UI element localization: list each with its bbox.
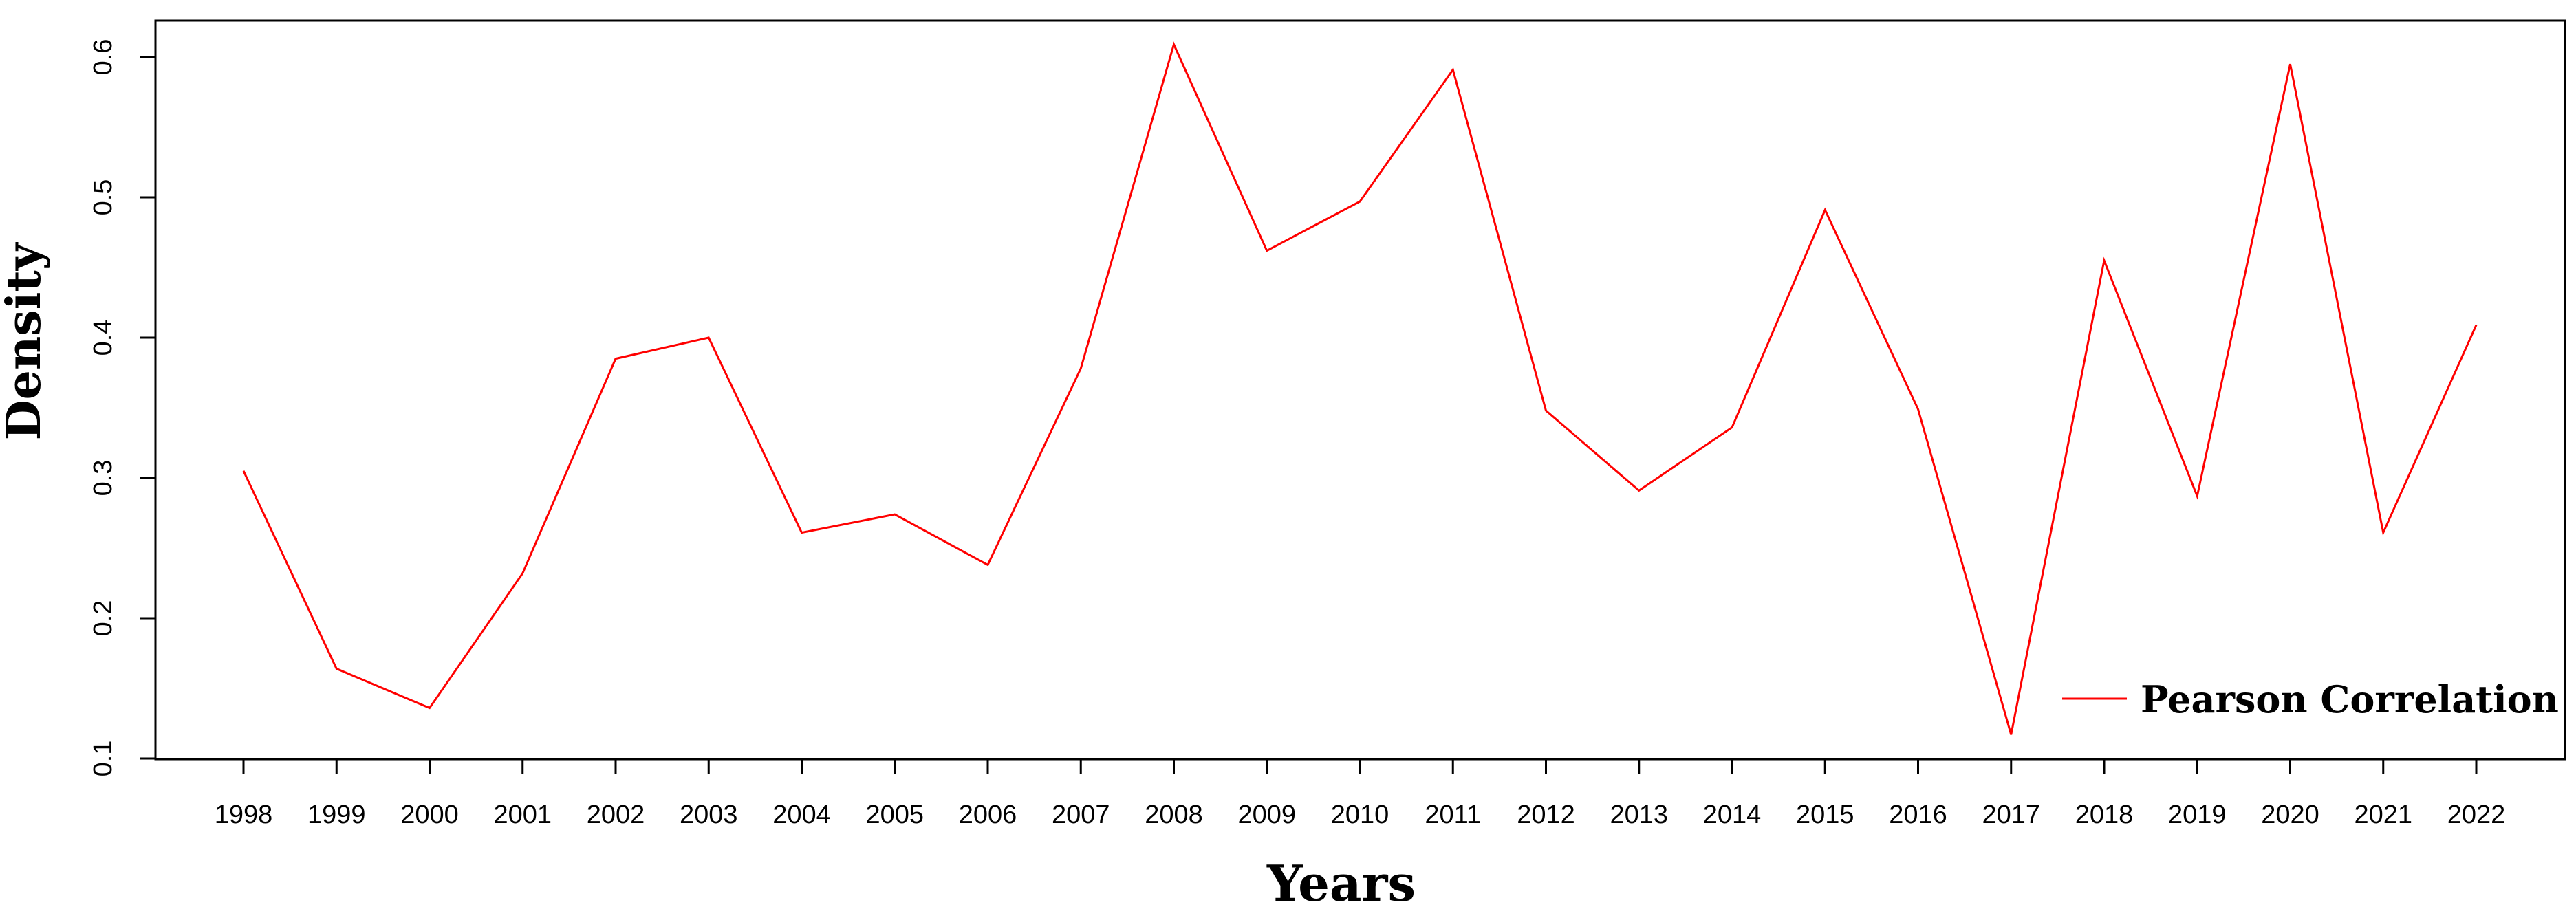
- y-tick-label: 0.3: [89, 460, 118, 496]
- y-tick-label: 0.6: [89, 39, 118, 76]
- x-tick-label: 2001: [493, 800, 552, 829]
- y-tick-label: 0.4: [89, 320, 118, 356]
- legend-label: Pearson Correlation: [2141, 677, 2559, 721]
- y-axis-title: Density: [0, 241, 52, 440]
- x-axis: 1998 1999 2000 2001 2002 2003 2004 2005 2006 2007…: [215, 759, 2506, 829]
- x-tick-label: 2004: [772, 800, 831, 829]
- y-axis: 0.1 0.2 0.3 0.4 0.5 0.6: [89, 39, 155, 777]
- series-layer: [242, 41, 2478, 735]
- x-tick-label: 2009: [1237, 800, 1296, 829]
- x-tick-label: 2005: [865, 800, 924, 829]
- x-tick-label: 2015: [1796, 800, 1854, 829]
- x-tick-label: 2007: [1052, 800, 1110, 829]
- series-line: [242, 41, 2478, 735]
- x-tick-label: 2000: [400, 800, 459, 829]
- x-tick-label: 1998: [215, 800, 273, 829]
- y-tick-label: 0.5: [89, 179, 118, 216]
- x-tick-label: 2006: [959, 800, 1017, 829]
- x-tick-label: 2014: [1703, 800, 1762, 829]
- legend: Pearson Correlation: [2062, 677, 2559, 721]
- y-tick-label: 0.1: [89, 741, 118, 777]
- x-tick-label: 2017: [1982, 800, 2040, 829]
- x-tick-label: 2022: [2447, 800, 2506, 829]
- x-tick-label: 2019: [2168, 800, 2227, 829]
- x-tick-label: 2011: [1425, 800, 1481, 829]
- x-axis-title: Years: [1266, 854, 1416, 912]
- x-tick-label: 2008: [1145, 800, 1203, 829]
- x-tick-label: 2003: [680, 800, 738, 829]
- x-tick-label: 2016: [1889, 800, 1947, 829]
- plot-frame: [154, 19, 2566, 761]
- x-tick-label: 2021: [2354, 800, 2412, 829]
- x-tick-label: 2010: [1331, 800, 1389, 829]
- x-tick-label: 2002: [587, 800, 645, 829]
- x-tick-label: 2013: [1610, 800, 1668, 829]
- x-tick-label: 1999: [307, 800, 366, 829]
- x-tick-label: 2020: [2261, 800, 2319, 829]
- y-tick-label: 0.2: [89, 600, 118, 637]
- x-tick-label: 2018: [2075, 800, 2134, 829]
- x-tick-label: 2012: [1517, 800, 1575, 829]
